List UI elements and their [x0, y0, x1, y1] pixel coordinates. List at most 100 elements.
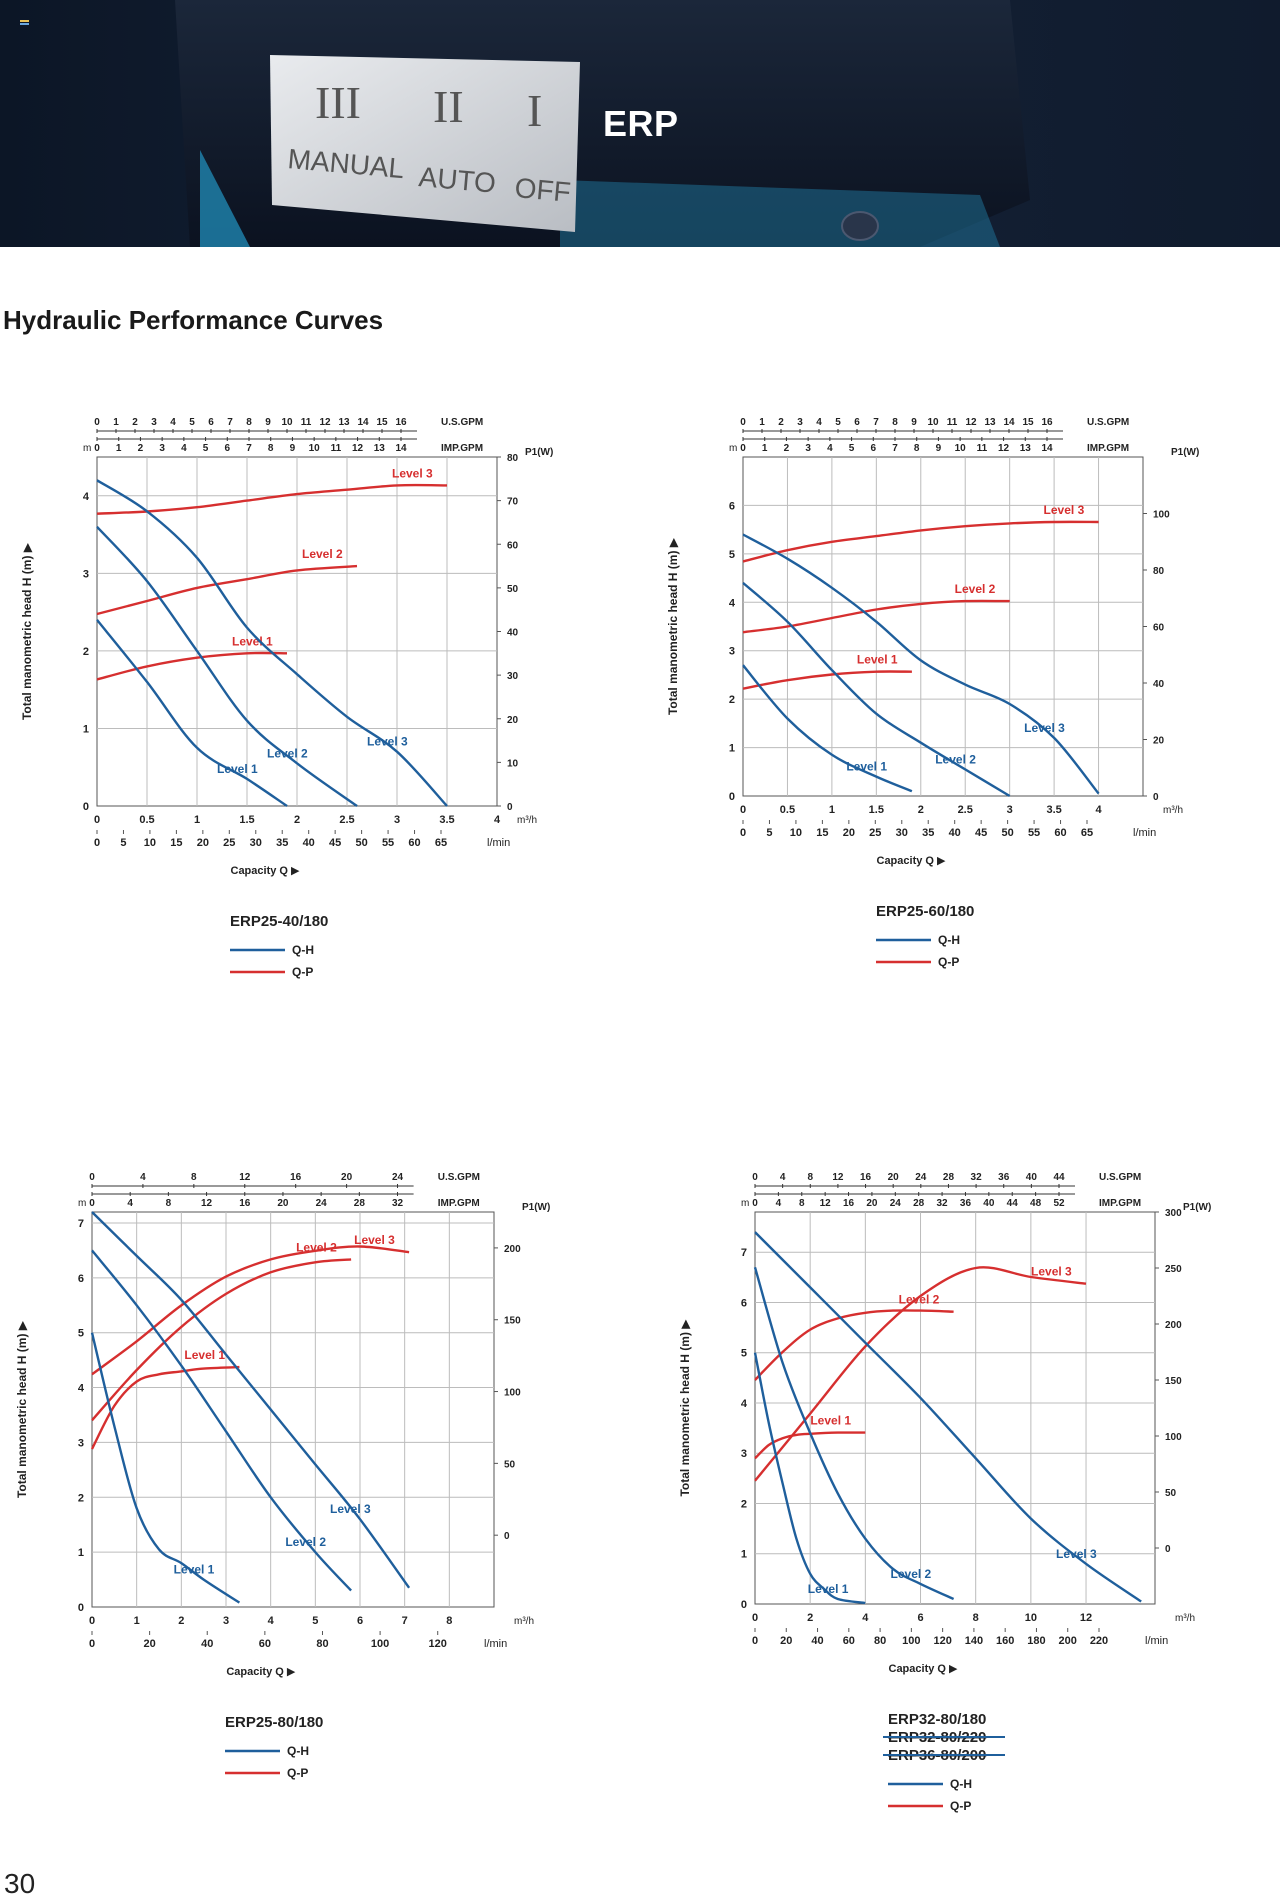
- impgpm-tick-label: 20: [277, 1198, 289, 1209]
- x-axis-title: Capacity Q ▶: [226, 1666, 296, 1678]
- usgpm-label: U.S.GPM: [1087, 417, 1129, 428]
- p-tick-label: 300: [1165, 1208, 1182, 1219]
- qh-curve-level-3: [742, 533, 1100, 795]
- qh-label-level-2: Level 2: [935, 752, 976, 766]
- qp-label-level-1: Level 1: [810, 1414, 851, 1428]
- p-tick-label: 60: [1153, 623, 1165, 634]
- y-tick-label: 3: [78, 1437, 84, 1449]
- usgpm-tick-label: 1: [113, 417, 119, 428]
- lmin-tick-label: 60: [843, 1635, 855, 1647]
- usgpm-tick-label: 20: [888, 1172, 900, 1183]
- p-tick-label: 60: [507, 540, 519, 551]
- qp-curve-level-3: [91, 1245, 410, 1376]
- switch-label-ii: II: [433, 81, 464, 132]
- impgpm-tick-label: 16: [239, 1198, 251, 1209]
- p-tick-label: 40: [1153, 679, 1165, 690]
- usgpm-tick-label: 16: [290, 1172, 302, 1183]
- usgpm-tick-label: 36: [998, 1172, 1010, 1183]
- impgpm-tick-label: 12: [352, 443, 364, 454]
- qp-curve-level-3: [742, 520, 1099, 563]
- qp-curve-level-1: [742, 670, 912, 690]
- legend-qp-label: Q-P: [287, 1766, 308, 1780]
- usgpm-tick-label: 8: [892, 417, 898, 428]
- usgpm-tick-label: 8: [807, 1172, 813, 1183]
- impgpm-tick-label: 6: [225, 443, 231, 454]
- impgpm-tick-label: 40: [983, 1198, 995, 1209]
- y-axis-title: Total manometric head H (m) ▶: [15, 1320, 29, 1498]
- switch-plate: [270, 55, 580, 232]
- lmin-tick-label: 50: [1001, 827, 1013, 839]
- usgpm-tick-label: 8: [191, 1172, 197, 1183]
- qp-curve-level-2: [754, 1309, 954, 1381]
- p-tick-label: 50: [504, 1459, 516, 1470]
- p-tick-label: 100: [504, 1388, 521, 1399]
- usgpm-tick-label: 4: [170, 417, 176, 428]
- chart-title: ERP32-80/180: [888, 1711, 986, 1728]
- menu-icon[interactable]: [20, 20, 29, 27]
- qh-label-level-1: Level 1: [217, 762, 258, 776]
- usgpm-tick-label: 0: [94, 417, 100, 428]
- usgpm-tick-label: 24: [915, 1172, 927, 1183]
- lmin-tick-label: 120: [429, 1638, 447, 1650]
- p-tick-label: 10: [507, 758, 519, 769]
- usgpm-tick-label: 12: [965, 417, 977, 428]
- x-tick-label: 3.5: [439, 814, 454, 826]
- lmin-tick-label: 15: [816, 827, 828, 839]
- p-tick-label: 80: [1153, 566, 1165, 577]
- y-unit-label: m: [741, 1198, 749, 1209]
- x-tick-label: 12: [1080, 1612, 1092, 1624]
- m3h-unit-label: m³/h: [514, 1616, 534, 1627]
- qh-label-level-2: Level 2: [891, 1567, 932, 1581]
- y-tick-label: 4: [83, 491, 90, 503]
- lmin-tick-label: 120: [933, 1635, 951, 1647]
- qh-curve-level-3: [96, 479, 448, 807]
- lmin-tick-label: 200: [1059, 1635, 1077, 1647]
- lmin-tick-label: 30: [896, 827, 908, 839]
- lmin-tick-label: 35: [922, 827, 934, 839]
- lmin-tick-label: 65: [435, 837, 447, 849]
- y-tick-label: 1: [83, 723, 89, 735]
- impgpm-tick-label: 8: [799, 1198, 805, 1209]
- impgpm-tick-label: 0: [752, 1198, 758, 1209]
- p-tick-label: 40: [507, 628, 519, 639]
- usgpm-label: U.S.GPM: [441, 417, 483, 428]
- lmin-tick-label: 60: [408, 837, 420, 849]
- usgpm-tick-label: 32: [971, 1172, 983, 1183]
- usgpm-tick-label: 0: [740, 417, 746, 428]
- lmin-tick-label: 0: [94, 837, 100, 849]
- p1-axis-label: P1(W): [1183, 1202, 1211, 1213]
- lmin-tick-label: 20: [843, 827, 855, 839]
- y-tick-label: 3: [83, 568, 89, 580]
- impgpm-tick-label: 7: [246, 443, 252, 454]
- y-tick-label: 0: [741, 1599, 747, 1611]
- usgpm-label: U.S.GPM: [1099, 1172, 1141, 1183]
- y-axis-title: Total manometric head H (m) ▶: [666, 537, 680, 715]
- x-tick-label: 6: [357, 1615, 363, 1627]
- y-tick-label: 1: [78, 1547, 84, 1559]
- qh-curve-level-2: [742, 581, 1011, 798]
- impgpm-tick-label: 3: [805, 443, 811, 454]
- usgpm-tick-label: 9: [265, 417, 271, 428]
- p-tick-label: 150: [504, 1316, 521, 1327]
- p-tick-label: 0: [504, 1531, 510, 1542]
- chart-erp25-40-180: 0 0.5 1 1.5 2 2.5 3 3.5 4 0 1 2 3 4 0 10 20 30 40 50 60 70 80 P…: [0, 405, 560, 1025]
- qh-curve-level-1: [742, 664, 913, 793]
- m3h-unit-label: m³/h: [1175, 1613, 1195, 1624]
- qp-label-level-1: Level 1: [857, 653, 898, 667]
- impgpm-tick-label: 12: [201, 1198, 213, 1209]
- impgpm-tick-label: 24: [890, 1198, 902, 1209]
- lmin-tick-label: 45: [975, 827, 987, 839]
- impgpm-tick-label: 5: [849, 443, 855, 454]
- usgpm-tick-label: 14: [1003, 417, 1015, 428]
- x-tick-label: 3: [1007, 804, 1013, 816]
- impgpm-tick-label: 2: [784, 443, 790, 454]
- impgpm-tick-label: 48: [1030, 1198, 1042, 1209]
- impgpm-tick-label: 20: [866, 1198, 878, 1209]
- y-axis-title: Total manometric head H (m) ▶: [20, 542, 34, 720]
- lmin-unit-label: l/min: [1145, 1635, 1168, 1647]
- y-unit-label: m: [78, 1198, 86, 1209]
- lmin-tick-label: 220: [1090, 1635, 1108, 1647]
- y-axis-title: Total manometric head H (m) ▶: [678, 1319, 692, 1497]
- qp-label-level-2: Level 2: [302, 547, 343, 561]
- qp-curve-level-2: [742, 599, 1010, 634]
